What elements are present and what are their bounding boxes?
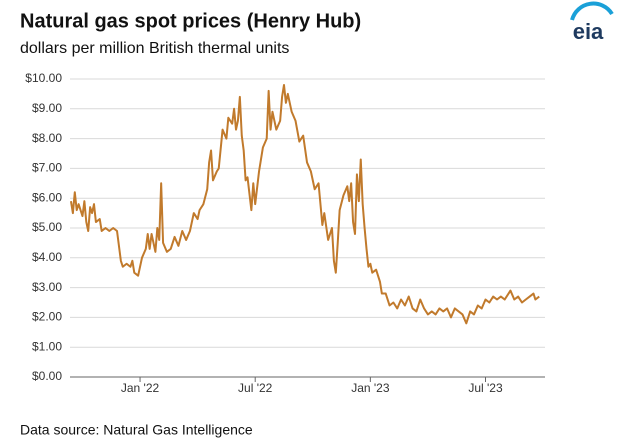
y-tick-label: $3.00 <box>32 280 62 294</box>
price-line <box>69 83 540 325</box>
y-tick-label: $6.00 <box>32 190 62 204</box>
x-tick-label: Jul '23 <box>468 381 503 395</box>
source-note: Data source: Natural Gas Intelligence <box>20 422 253 438</box>
logo: eia <box>573 19 604 44</box>
x-tick-label: Jul '22 <box>238 381 273 395</box>
y-tick-label: $0.00 <box>32 369 62 383</box>
y-tick-label: $2.00 <box>32 310 62 324</box>
y-tick-label: $10.00 <box>25 71 62 85</box>
y-tick-label: $7.00 <box>32 161 62 175</box>
chart-title: Natural gas spot prices (Henry Hub) <box>20 10 361 32</box>
x-tick-label: Jan '22 <box>121 381 160 395</box>
chart-subtitle: dollars per million British thermal unit… <box>20 40 289 57</box>
y-tick-label: $8.00 <box>32 131 62 145</box>
logo-arc <box>570 1 614 21</box>
y-tick-label: $1.00 <box>32 339 62 353</box>
y-tick-label: $5.00 <box>32 220 62 234</box>
x-tick-label: Jan '23 <box>351 381 390 395</box>
y-tick-label: $9.00 <box>32 101 62 115</box>
y-tick-label: $4.00 <box>32 250 62 264</box>
